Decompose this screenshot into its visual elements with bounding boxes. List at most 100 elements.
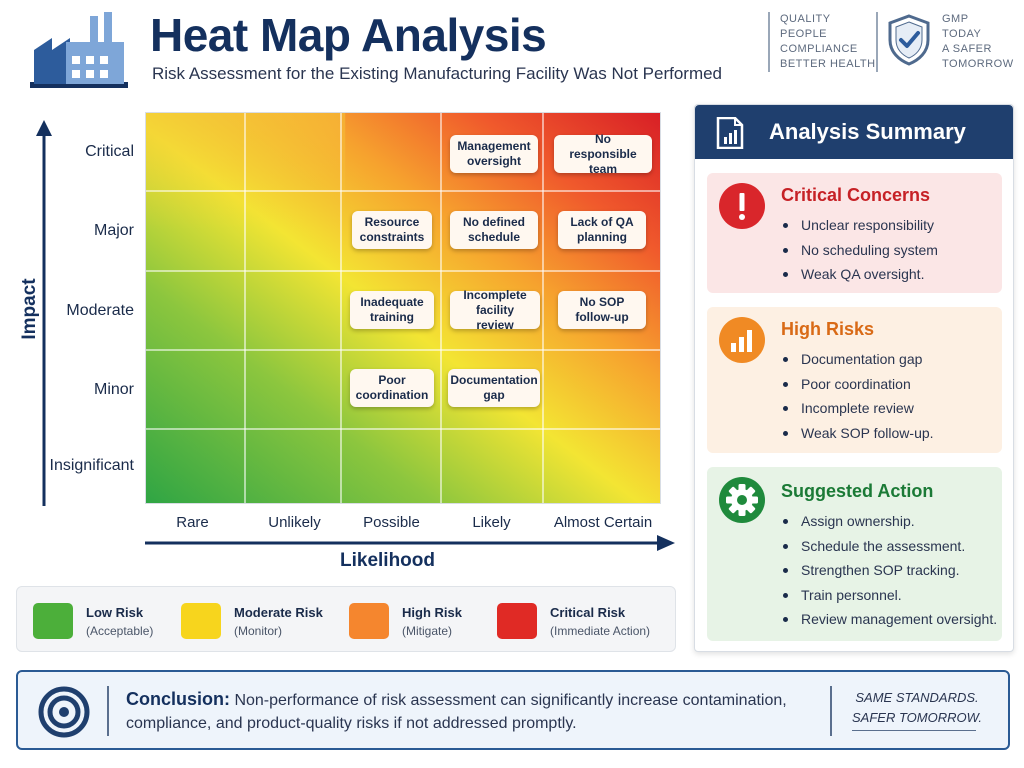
list-item-text: Schedule the assessment.: [801, 537, 966, 554]
legend-swatch: [349, 603, 389, 639]
gear-icon: [719, 477, 765, 523]
list-item: Train personnel.: [781, 583, 997, 608]
grid-divider: [244, 113, 246, 503]
conclusion-banner: Conclusion: Non-performance of risk asse…: [16, 670, 1010, 750]
critical-concerns-list: Unclear responsibility No scheduling sys…: [781, 213, 938, 287]
risk-card-incomplete-facility-review[interactable]: Incomplete facility review: [450, 288, 540, 332]
grid-divider: [146, 190, 660, 192]
analysis-summary-panel: Analysis Summary Critical Concerns Uncle…: [694, 104, 1014, 652]
list-item-text: Weak SOP follow-up.: [801, 424, 934, 441]
legend-title: Moderate Risk: [234, 605, 323, 620]
list-item-text: Incomplete review: [801, 400, 914, 416]
conclusion-divider: [830, 686, 832, 736]
suggested-action-list: Assign ownership. Schedule the assessmen…: [781, 509, 997, 632]
risk-card-documentation-gap[interactable]: Documentation gap: [448, 369, 540, 407]
row-label-moderate: Moderate: [66, 302, 134, 319]
row-label-critical: Critical: [85, 143, 134, 160]
summary-header: Analysis Summary: [695, 105, 1013, 159]
risk-card-poor-coordination[interactable]: Poor coordination: [350, 369, 434, 407]
grid-divider: [146, 428, 660, 430]
report-document-icon: [716, 117, 744, 149]
grid-divider: [146, 349, 660, 351]
critical-concerns-panel: Critical Concerns Unclear responsibility…: [707, 173, 1002, 293]
brand-value: PEOPLE: [780, 28, 828, 40]
shield-check-icon: [888, 14, 930, 66]
risk-card-no-defined-schedule[interactable]: No defined schedule: [450, 211, 538, 249]
list-item-text: Unclear responsibility: [801, 217, 935, 233]
list-item-text: Strengthen SOP tracking.: [801, 562, 960, 578]
list-item: Weak SOP follow-up.: [781, 421, 934, 446]
col-label-almost-certain: Almost Certain: [553, 514, 653, 531]
grid-divider: [542, 113, 544, 503]
page-subtitle: Risk Assessment for the Existing Manufac…: [152, 64, 723, 83]
list-item-text: No scheduling system: [801, 241, 938, 258]
tagline-underline: [852, 730, 976, 731]
legend-swatch: [33, 603, 73, 639]
brand-value: BETTER HEALTH: [780, 58, 876, 70]
risk-card-management-oversight[interactable]: Management oversight: [450, 135, 538, 173]
tagline-line: SAFER TOMORROW.: [852, 710, 982, 725]
risk-heatmap: Management oversight No responsible team…: [145, 112, 661, 504]
risk-legend: Low Risk (Acceptable) Moderate Risk (Mon…: [16, 586, 676, 652]
target-icon: [38, 686, 90, 738]
conclusion-label: Conclusion:: [126, 689, 230, 709]
risk-card-resource-constraints[interactable]: Resource constraints: [352, 211, 432, 249]
list-item: Poor coordination: [781, 372, 934, 397]
row-label-major: Major: [93, 222, 134, 239]
list-item-text: Assign ownership.: [801, 513, 915, 529]
list-item: Weak QA oversight.: [781, 262, 938, 287]
col-label-possible: Possible: [363, 514, 420, 531]
y-axis-label: Impact: [19, 278, 40, 340]
legend-title: Critical Risk: [550, 605, 626, 620]
critical-concerns-title: Critical Concerns: [781, 185, 931, 205]
brand-tagline-line: TODAY: [942, 28, 982, 40]
high-risks-list: Documentation gap Poor coordination Inco…: [781, 347, 934, 445]
tagline-line: SAME STANDARDS.: [855, 690, 979, 705]
legend-swatch: [181, 603, 221, 639]
tagline: SAME STANDARDS. SAFER TOMORROW.: [852, 688, 982, 728]
grid-divider: [146, 270, 660, 272]
col-label-rare: Rare: [176, 514, 209, 531]
risk-card-no-responsible-team[interactable]: No responsible team: [554, 132, 652, 176]
brand-tagline-line: GMP: [942, 13, 969, 25]
legend-title: Low Risk: [86, 605, 144, 620]
legend-subtitle: (Acceptable): [86, 624, 154, 638]
conclusion-text: Conclusion: Non-performance of risk asse…: [126, 688, 826, 735]
brand-tagline-line: A SAFER: [942, 43, 992, 55]
list-item-text: Documentation gap: [801, 351, 923, 367]
x-axis-label: Likelihood: [340, 550, 435, 571]
brand-values: QUALITY PEOPLE COMPLIANCE BETTER HEALTH: [768, 12, 876, 72]
conclusion-body: Non-performance of risk assessment can s…: [126, 692, 787, 732]
suggested-action-title: Suggested Action: [781, 481, 934, 501]
list-item: No scheduling system: [781, 238, 938, 263]
list-item: Incomplete review: [781, 396, 934, 421]
conclusion-divider: [107, 686, 109, 736]
legend-title: High Risk: [402, 605, 462, 620]
y-axis-arrow: [36, 120, 52, 506]
brand-value: COMPLIANCE: [780, 43, 858, 55]
list-item-text: Weak QA oversight.: [801, 266, 925, 282]
bar-chart-icon: [719, 317, 765, 363]
brand-tagline-line: TOMORROW: [942, 58, 1014, 70]
risk-card-inadequate-training[interactable]: Inadequate training: [350, 291, 434, 329]
brand-tagline: GMP TODAY A SAFER TOMORROW: [942, 12, 1014, 72]
legend-swatch: [497, 603, 537, 639]
list-item-text: Train personnel.: [801, 586, 902, 603]
high-risks-panel: High Risks Documentation gap Poor coordi…: [707, 307, 1002, 453]
suggested-action-panel: Suggested Action Assign ownership. Sched…: [707, 467, 1002, 641]
legend-subtitle: (Immediate Action): [550, 624, 651, 638]
page-title: Heat Map Analysis: [150, 9, 547, 61]
col-label-likely: Likely: [472, 514, 511, 531]
col-label-unlikely: Unlikely: [268, 514, 321, 531]
list-item-text: Poor coordination: [801, 375, 911, 392]
risk-card-lack-of-qa-planning[interactable]: Lack of QA planning: [558, 211, 646, 249]
list-item: Review management oversight.: [781, 607, 997, 632]
high-risks-title: High Risks: [781, 319, 875, 339]
factory-icon: [30, 12, 128, 88]
list-item: Strengthen SOP tracking.: [781, 558, 997, 583]
list-item: Unclear responsibility: [781, 213, 938, 238]
legend-subtitle: (Mitigate): [402, 624, 453, 638]
legend-subtitle: (Monitor): [234, 624, 283, 638]
grid-divider: [340, 113, 342, 503]
risk-card-no-sop-follow-up[interactable]: No SOP follow-up: [558, 291, 646, 329]
